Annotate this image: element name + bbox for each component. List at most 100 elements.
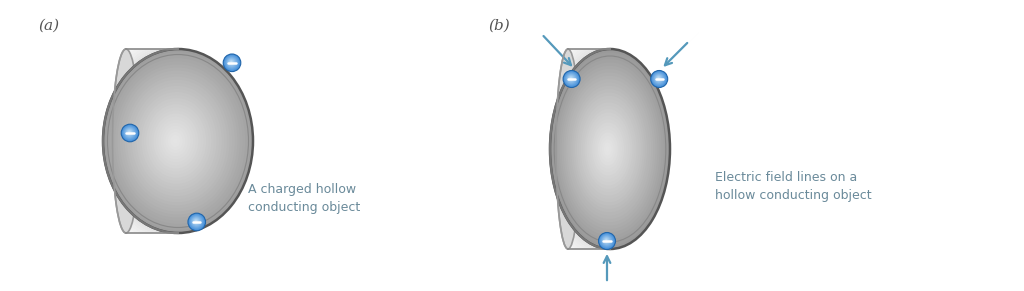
Ellipse shape [585,109,633,189]
Ellipse shape [225,56,239,70]
Ellipse shape [122,125,138,141]
Ellipse shape [121,124,139,142]
Ellipse shape [583,106,635,192]
Polygon shape [551,49,605,249]
Ellipse shape [136,92,217,190]
Ellipse shape [194,218,200,224]
Ellipse shape [224,55,240,70]
Ellipse shape [228,59,234,66]
Polygon shape [108,49,152,233]
Ellipse shape [126,129,132,136]
Ellipse shape [227,58,236,67]
Ellipse shape [226,57,237,68]
Ellipse shape [563,70,581,88]
Ellipse shape [556,49,580,249]
Polygon shape [105,49,165,233]
Polygon shape [103,49,178,233]
Ellipse shape [598,132,617,166]
Ellipse shape [166,129,185,153]
Ellipse shape [565,72,578,85]
Polygon shape [112,49,132,233]
Ellipse shape [193,218,200,225]
Ellipse shape [565,73,578,85]
Ellipse shape [156,116,196,166]
Ellipse shape [126,129,133,136]
Ellipse shape [173,138,177,144]
Ellipse shape [125,77,229,205]
Ellipse shape [126,129,133,136]
Ellipse shape [122,74,232,208]
Ellipse shape [230,61,232,63]
Ellipse shape [146,104,206,178]
Ellipse shape [111,58,245,224]
Ellipse shape [223,54,241,72]
Ellipse shape [565,76,653,222]
Polygon shape [554,49,584,249]
Ellipse shape [229,60,233,64]
Ellipse shape [657,77,659,79]
Ellipse shape [550,49,670,249]
Ellipse shape [602,236,611,245]
Ellipse shape [158,120,194,162]
Ellipse shape [127,80,227,202]
Ellipse shape [581,102,637,196]
Polygon shape [552,49,599,249]
Ellipse shape [191,217,201,226]
Ellipse shape [127,130,131,134]
Ellipse shape [567,75,574,82]
Ellipse shape [566,74,577,84]
Ellipse shape [573,89,645,209]
Ellipse shape [124,127,135,138]
Ellipse shape [604,239,608,242]
Ellipse shape [118,68,238,214]
Ellipse shape [113,49,139,233]
Polygon shape [111,49,139,233]
Ellipse shape [120,70,234,212]
Ellipse shape [566,73,577,84]
Ellipse shape [123,125,137,140]
Ellipse shape [123,126,136,139]
Ellipse shape [125,128,134,137]
Ellipse shape [601,235,612,246]
Ellipse shape [188,213,206,231]
Polygon shape [555,49,579,249]
Ellipse shape [190,216,202,227]
Ellipse shape [132,86,222,196]
Ellipse shape [228,60,234,65]
Ellipse shape [655,75,663,82]
Polygon shape [553,49,589,249]
Ellipse shape [154,113,199,168]
Ellipse shape [190,216,203,228]
Ellipse shape [651,71,668,87]
Ellipse shape [579,99,639,199]
Ellipse shape [129,83,224,199]
Ellipse shape [590,119,627,179]
Ellipse shape [596,129,620,169]
Ellipse shape [569,77,572,80]
Ellipse shape [602,236,611,245]
Text: (a): (a) [38,19,59,33]
Ellipse shape [127,130,132,135]
Ellipse shape [105,52,251,230]
Ellipse shape [225,56,239,69]
Ellipse shape [134,89,219,193]
Ellipse shape [228,59,234,65]
Ellipse shape [651,71,667,86]
Ellipse shape [604,238,609,243]
Ellipse shape [600,235,613,247]
Ellipse shape [148,107,204,175]
Ellipse shape [115,64,240,218]
Ellipse shape [124,127,135,139]
Ellipse shape [227,58,236,66]
Ellipse shape [124,127,136,139]
Ellipse shape [226,58,237,67]
Ellipse shape [103,49,253,233]
Ellipse shape [652,72,666,85]
Ellipse shape [189,215,203,228]
Ellipse shape [600,136,615,162]
Polygon shape [552,49,594,249]
Ellipse shape [223,54,241,71]
Polygon shape [550,49,610,249]
Ellipse shape [569,77,572,79]
Ellipse shape [571,86,647,212]
